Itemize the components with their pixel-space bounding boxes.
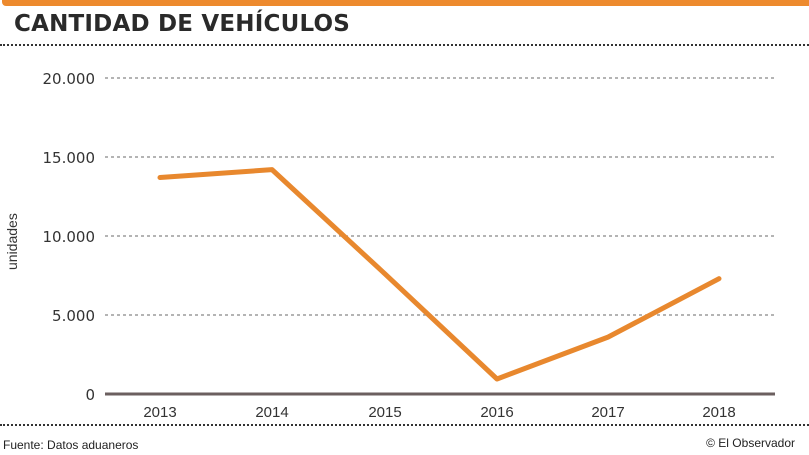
y-tick-label: 10.000 [43,228,96,246]
y-tick-label: 20.000 [43,70,96,88]
credit-note: © El Observador [706,436,795,450]
y-tick-label: 0 [85,386,95,404]
x-tick-label: 2016 [480,404,513,421]
source-note: Fuente: Datos aduaneros [3,438,139,452]
x-tick-label: 2015 [368,404,401,421]
y-tick-label: 15.000 [43,149,96,167]
title-divider [0,44,809,46]
y-axis-label: unidades [4,213,20,270]
chart-title: CANTIDAD DE VEHÍCULOS [14,11,351,37]
series-line [157,167,722,382]
x-tick-label: 2018 [702,404,735,421]
y-tick-label: 5.000 [52,307,95,325]
footer-divider [0,424,809,426]
top-accent-bar [2,0,809,6]
x-tick-label: 2014 [255,404,288,421]
x-tick-label: 2017 [591,404,624,421]
x-tick-label: 2013 [143,404,176,421]
